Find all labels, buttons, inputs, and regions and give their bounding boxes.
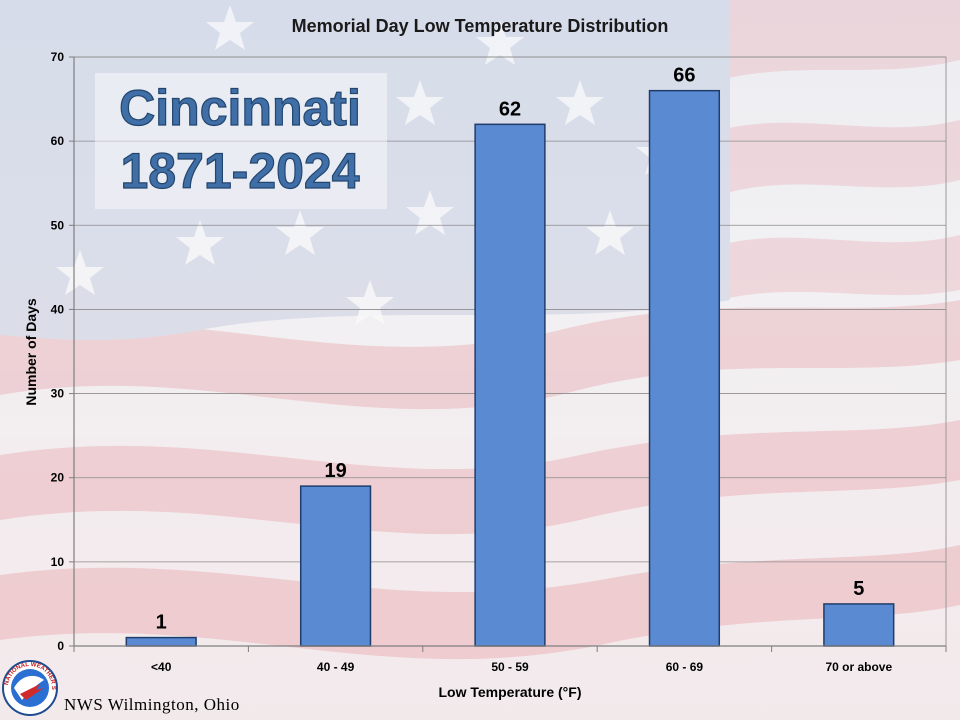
bar-value-label: 66 — [673, 65, 695, 87]
y-tick-label: 70 — [51, 50, 65, 64]
bar-value-label: 19 — [324, 460, 346, 482]
bar-value-label: 5 — [853, 578, 864, 600]
bar — [474, 123, 546, 647]
x-tick-label: 50 - 59 — [491, 660, 529, 674]
y-tick-label: 0 — [57, 639, 64, 653]
y-axis-title: Number of Days — [23, 298, 39, 406]
y-tick-label: 40 — [51, 302, 65, 316]
y-axis-ticks: 0 10 20 30 40 50 60 70 — [51, 50, 74, 653]
plot-area: 0 10 20 30 40 50 60 70 <40 40 - 49 50 - 59 60 - 69… — [51, 50, 947, 674]
bar — [648, 89, 721, 647]
annotation-years: 1871-2024 — [120, 143, 359, 199]
bar — [299, 485, 372, 647]
y-tick-label: 10 — [51, 555, 65, 569]
x-tick-label: 60 - 69 — [666, 660, 704, 674]
footer-office: NWS Wilmington, Ohio — [64, 695, 240, 714]
x-tick-label: <40 — [151, 660, 172, 674]
city-annotation-box: Cincinnati 1871-2024 — [95, 73, 387, 209]
bar — [125, 636, 197, 647]
y-tick-label: 30 — [51, 387, 65, 401]
annotation-background — [95, 73, 387, 209]
x-axis-ticks: <40 40 - 49 50 - 59 60 - 69 70 or above — [73, 646, 947, 674]
x-tick-label: 70 or above — [825, 660, 892, 674]
bar-data-labels: 1 19 62 66 5 — [156, 65, 865, 634]
y-tick-label: 20 — [51, 471, 65, 485]
x-tick-label: 40 - 49 — [317, 660, 355, 674]
chart-title: Memorial Day Low Temperature Distributio… — [292, 16, 669, 36]
bars — [125, 89, 895, 647]
y-tick-label: 60 — [51, 134, 65, 148]
bar-value-label: 1 — [156, 612, 167, 634]
bar-value-label: 62 — [499, 98, 521, 120]
bar — [823, 603, 895, 647]
y-tick-label: 50 — [51, 218, 65, 232]
x-axis-title: Low Temperature (°F) — [438, 684, 581, 700]
annotation-city: Cincinnati — [119, 80, 361, 136]
